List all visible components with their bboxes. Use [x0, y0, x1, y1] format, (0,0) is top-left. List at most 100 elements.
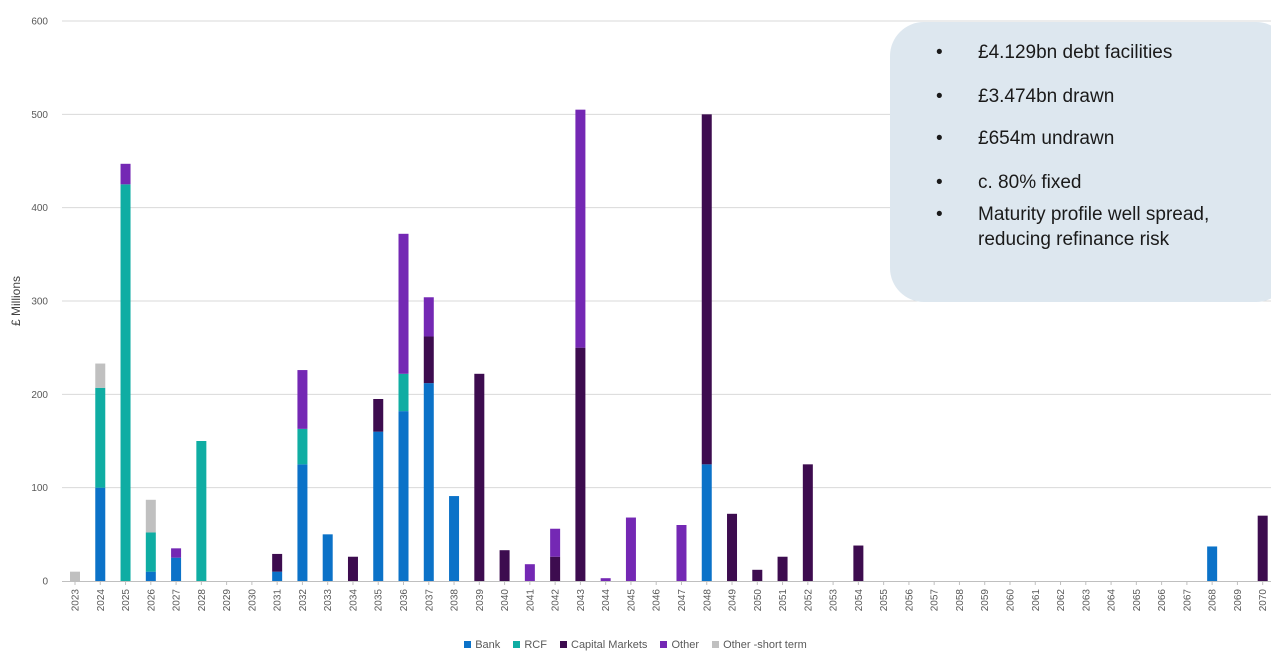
- legend-swatch: [712, 641, 720, 648]
- x-tick-label: 2033: [323, 589, 334, 612]
- x-tick-label: 2058: [955, 589, 966, 612]
- x-tick-label: 2049: [728, 589, 739, 612]
- x-tick-label: 2068: [1208, 589, 1219, 612]
- bar-segment: [575, 347, 586, 581]
- x-tick-label: 2070: [1258, 589, 1269, 612]
- bar-segment: [171, 557, 182, 581]
- x-tick-label: 2030: [247, 589, 258, 612]
- bar-segment: [398, 373, 409, 412]
- bar-segment: [398, 233, 409, 374]
- x-tick-label: 2067: [1182, 589, 1193, 612]
- bar-segment: [373, 399, 384, 432]
- x-tick-label: 2026: [146, 589, 157, 612]
- legend-item-bank: Bank: [464, 639, 500, 651]
- bar-segment: [524, 564, 535, 581]
- chart-legend: Bank RCF Capital Markets Other Other -sh…: [0, 639, 1271, 651]
- x-tick-label: 2029: [222, 589, 233, 612]
- x-tick-label: 2065: [1132, 589, 1143, 612]
- x-tick-label: 2057: [930, 589, 941, 612]
- bar-segment: [752, 569, 763, 581]
- bar-segment: [322, 534, 333, 581]
- x-tick-label: 2042: [551, 589, 562, 612]
- x-tick-label: 2053: [829, 589, 840, 612]
- x-tick-label: 2062: [1056, 589, 1067, 612]
- bar-segment: [777, 556, 788, 581]
- legend-label: Capital Markets: [571, 639, 648, 651]
- bar-segment: [676, 525, 687, 581]
- y-tick-label: 200: [31, 390, 48, 401]
- bar-segment: [625, 517, 636, 581]
- summary-callout: • £4.129bn debt facilities • £3.474bn dr…: [890, 22, 1271, 302]
- x-tick-label: 2040: [500, 589, 511, 612]
- bar-segment: [373, 431, 384, 581]
- legend-item-capital-markets: Capital Markets: [560, 639, 647, 651]
- y-tick-label: 400: [31, 203, 48, 214]
- bar-segment: [701, 114, 712, 465]
- gridlines: [62, 20, 1271, 489]
- legend-swatch: [513, 641, 521, 648]
- bullet-text: £654m undrawn: [978, 128, 1115, 149]
- x-tick-label: 2063: [1081, 589, 1092, 612]
- x-tick-label: 2064: [1107, 589, 1118, 612]
- bar-segment: [95, 487, 106, 581]
- bar-segment: [297, 428, 308, 465]
- x-tick-label: 2024: [96, 589, 107, 612]
- bar-segment: [550, 528, 561, 557]
- bar-segment: [297, 464, 308, 581]
- bar-segment: [701, 464, 712, 581]
- bar-segment: [398, 411, 409, 581]
- x-tick-label: 2050: [753, 589, 764, 612]
- legend-item-rcf: RCF: [513, 639, 547, 651]
- bullet-text: c. 80% fixed: [978, 172, 1082, 193]
- x-tick-label: 2054: [854, 589, 865, 612]
- bar-segment: [145, 532, 156, 572]
- legend-label: Bank: [475, 639, 501, 651]
- x-tick-label: 2055: [879, 589, 890, 612]
- legend-swatch: [464, 641, 472, 648]
- legend-swatch: [660, 641, 668, 648]
- bar-segment: [95, 387, 106, 488]
- x-tick-label: 2059: [980, 589, 991, 612]
- x-tick-label: 2039: [475, 589, 486, 612]
- bar-segment: [272, 553, 283, 572]
- bar-segment: [600, 578, 611, 581]
- x-tick-label: 2031: [273, 589, 284, 612]
- x-tick-label: 2023: [71, 589, 82, 612]
- bar-segment: [196, 441, 207, 581]
- x-tick-label: 2051: [778, 589, 789, 612]
- y-tick-label: 0: [42, 577, 48, 588]
- x-tick-label: 2045: [626, 589, 637, 612]
- x-tick-label: 2052: [803, 589, 814, 612]
- y-tick-label: 100: [31, 483, 48, 494]
- x-tick-label: 2032: [298, 589, 309, 612]
- x-tick-label: 2046: [652, 589, 663, 612]
- bar-segment: [727, 513, 738, 581]
- bars: [70, 109, 1268, 582]
- x-tick-label: 2066: [1157, 589, 1168, 612]
- legend-item-other: Other: [660, 639, 699, 651]
- x-tick-label: 2028: [197, 589, 208, 612]
- x-tick-label: 2041: [525, 589, 536, 612]
- x-tick-label: 2034: [348, 589, 359, 612]
- bar-segment: [1207, 546, 1218, 581]
- bullet-marker: •: [936, 172, 943, 193]
- y-tick-label: 600: [31, 17, 48, 28]
- bar-segment: [145, 499, 156, 533]
- legend-label: Other: [671, 639, 699, 651]
- legend-swatch: [560, 641, 567, 648]
- x-tick-label: 2069: [1233, 589, 1244, 612]
- bar-segment: [272, 571, 283, 581]
- bullet-text: £4.129bn debt facilities: [978, 42, 1173, 63]
- bullet-marker: •: [936, 204, 943, 225]
- bar-segment: [171, 548, 182, 558]
- x-tick-label: 2060: [1005, 589, 1016, 612]
- bar-segment: [423, 297, 434, 337]
- x-tick-label: 2038: [450, 589, 461, 612]
- bar-segment: [145, 571, 156, 581]
- bar-segment: [120, 163, 131, 185]
- bullet-marker: •: [936, 42, 943, 63]
- x-tick-label: 2056: [904, 589, 915, 612]
- x-tick-label: 2048: [702, 589, 713, 612]
- x-tick-label: 2036: [399, 589, 410, 612]
